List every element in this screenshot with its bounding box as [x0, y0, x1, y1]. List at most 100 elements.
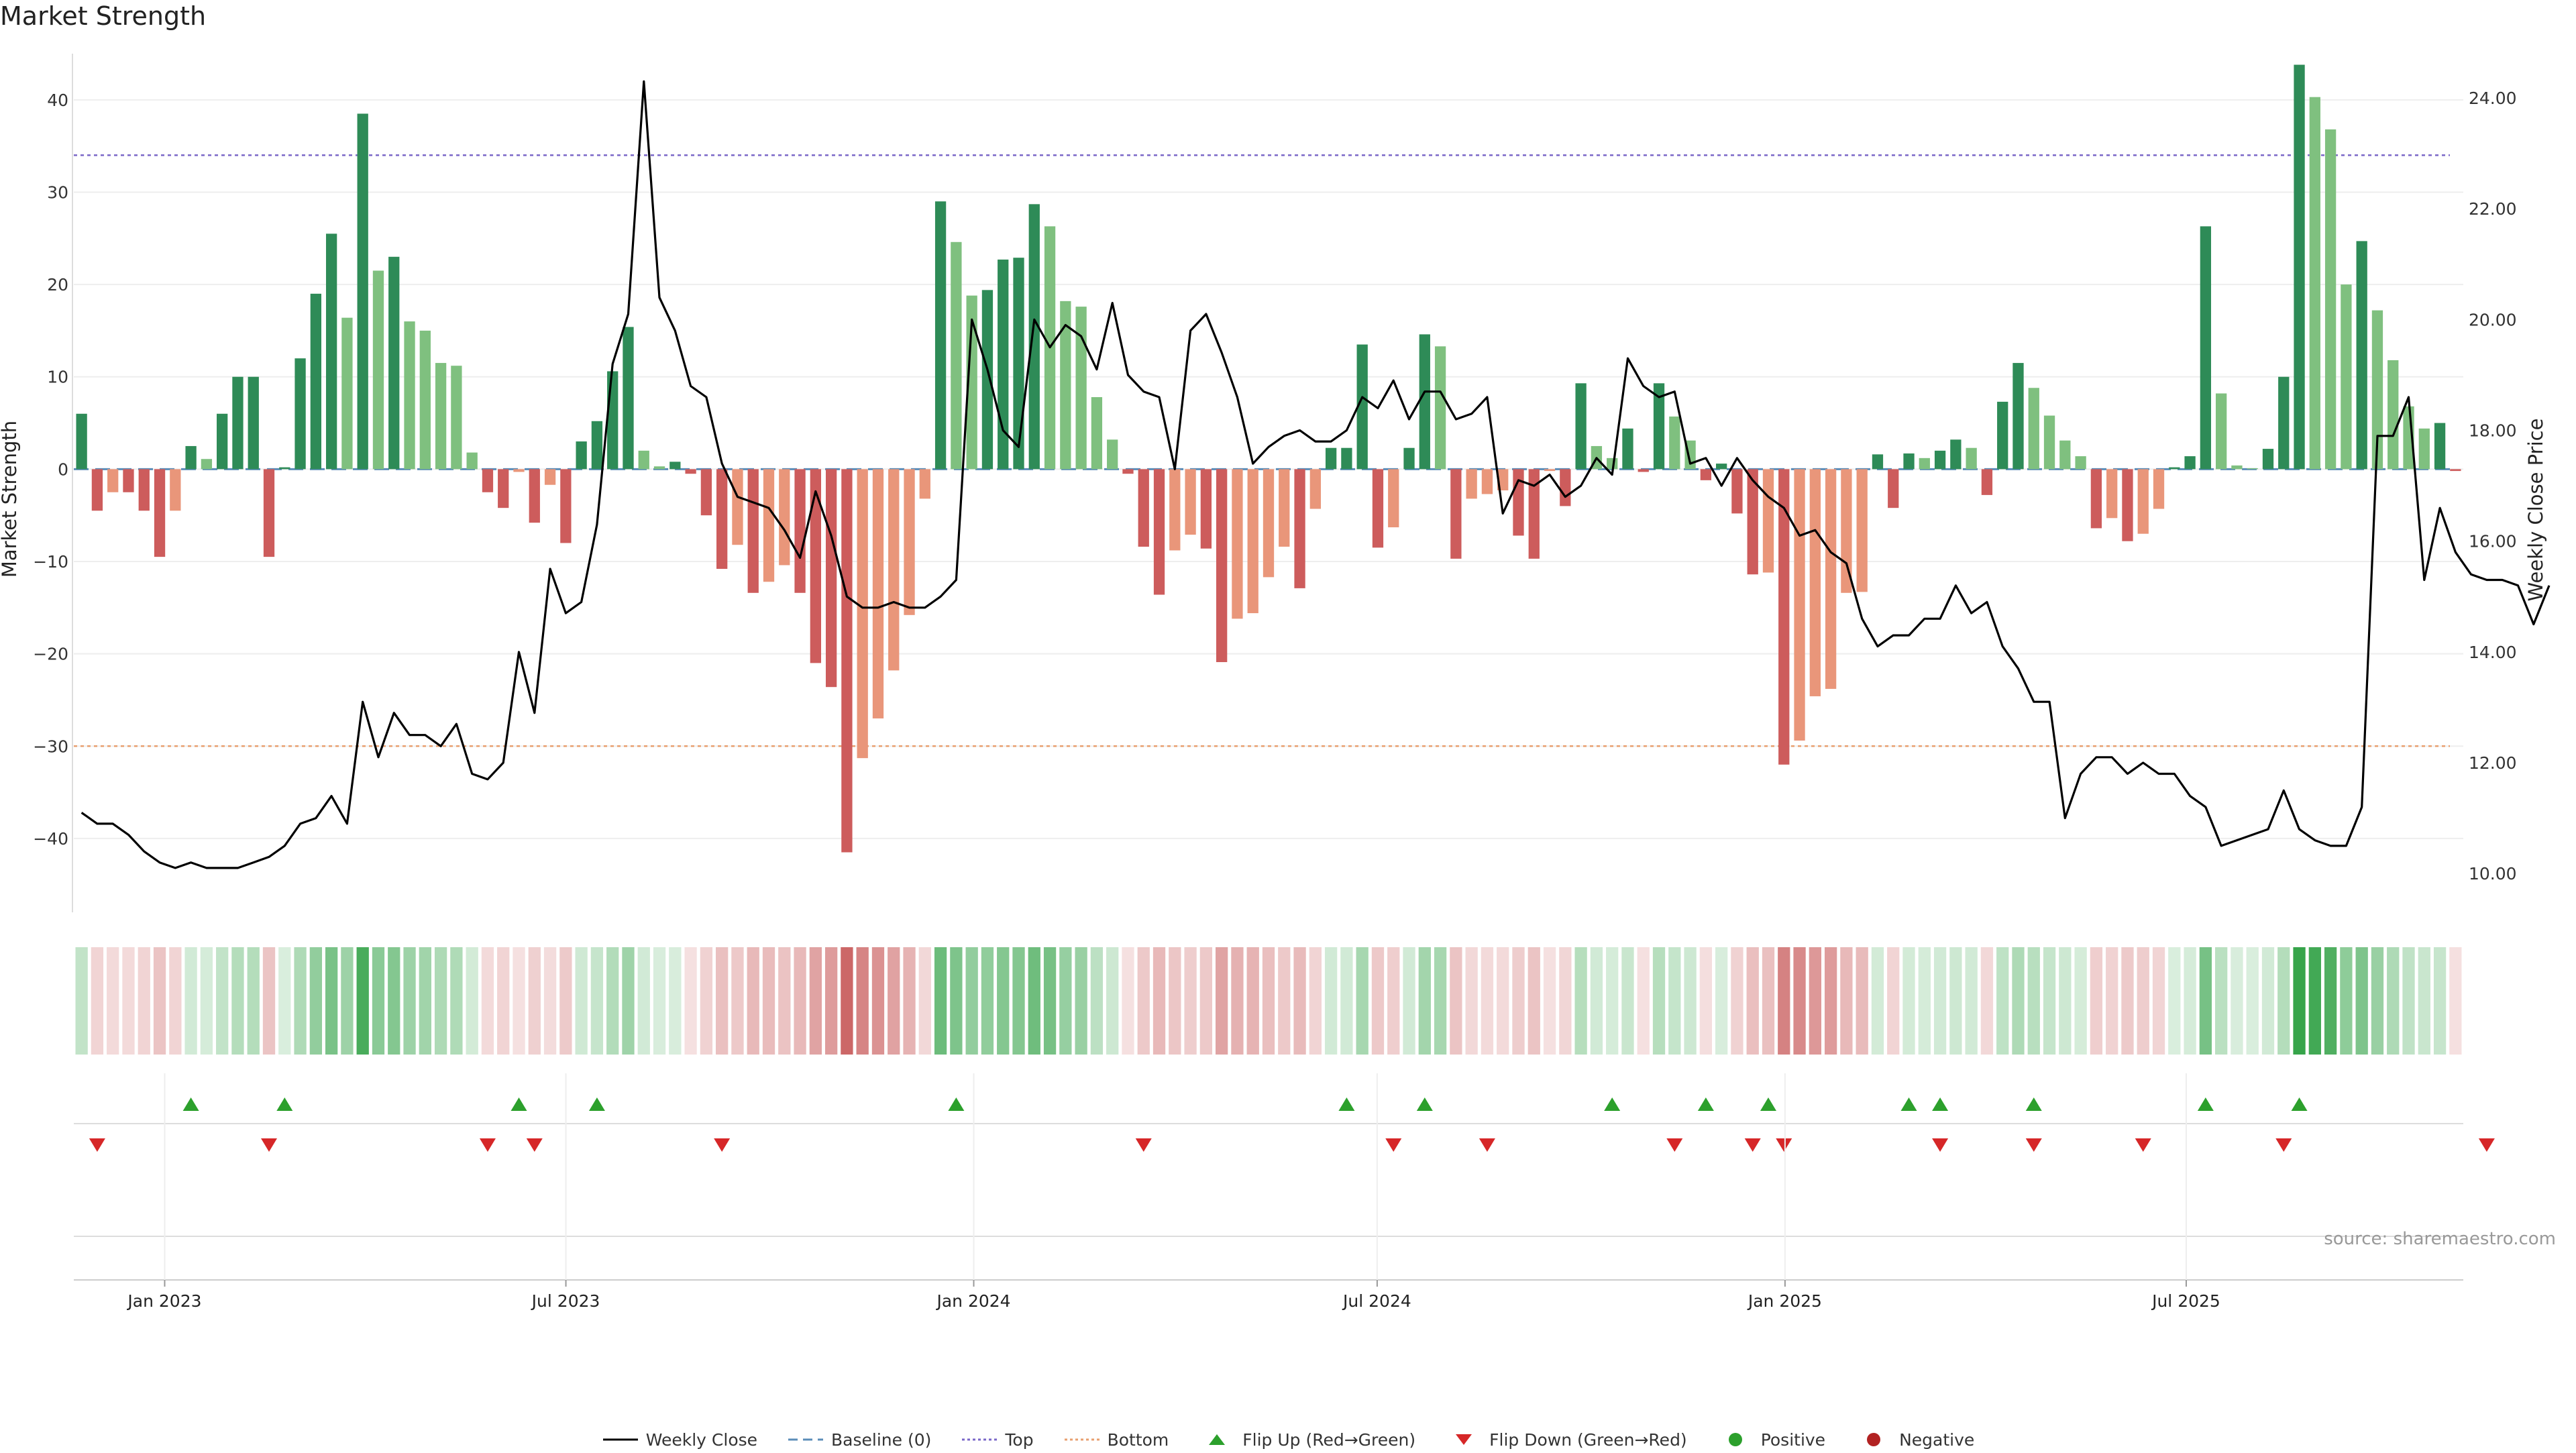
heatmap-cell — [2261, 947, 2275, 1055]
strength-bar — [2075, 456, 2086, 470]
legend-item: Top — [961, 1430, 1034, 1450]
heatmap-cell — [1356, 947, 1368, 1055]
strength-bar — [653, 466, 665, 470]
strength-bar — [607, 371, 619, 470]
strength-bar — [2028, 388, 2039, 470]
strength-bar — [2012, 363, 2024, 470]
heatmap-cell — [1293, 947, 1306, 1055]
y-tick-label: −10 — [33, 552, 68, 572]
strength-bar — [2434, 423, 2446, 470]
strength-bar — [1325, 447, 1337, 470]
strength-bar — [294, 358, 306, 470]
strength-bar — [2106, 469, 2118, 519]
heatmap-cell — [1137, 947, 1150, 1055]
weekly-close-line — [80, 80, 2551, 869]
heatmap-cell — [965, 947, 978, 1055]
heatmap-cell — [1043, 947, 1057, 1055]
heatmap-cell — [1731, 947, 1743, 1055]
heatmap-cell — [1371, 947, 1385, 1055]
flip-down-marker — [1932, 1138, 1949, 1152]
strength-bar — [1716, 464, 1727, 470]
strength-bars — [76, 64, 2461, 853]
y-tick-label: 10 — [47, 368, 68, 387]
strength-bar — [451, 366, 462, 470]
heatmap-cell — [169, 947, 182, 1055]
legend-label: Weekly Close — [645, 1430, 758, 1450]
x-tick-label: Jul 2024 — [1342, 1291, 1411, 1311]
heatmap-cell — [2106, 947, 2118, 1055]
heatmap-cell — [513, 947, 525, 1055]
strength-bar — [1294, 469, 1305, 588]
heatmap-cell — [543, 947, 557, 1055]
heatmap-cell — [2355, 947, 2368, 1055]
strength-bar — [966, 295, 977, 470]
strength-bar — [1888, 469, 1899, 508]
legend-item: Negative — [1855, 1430, 1974, 1450]
flip-down-marker — [1479, 1138, 1495, 1152]
strength-bar — [263, 469, 275, 557]
heatmap-cell — [1527, 947, 1540, 1055]
heatmap-cell — [1824, 947, 1837, 1055]
heatmap-cell — [590, 947, 604, 1055]
flip-down-marker — [2275, 1138, 2292, 1152]
heatmap-cell — [1512, 947, 1525, 1055]
heatmap-cell — [294, 947, 307, 1055]
heatmap-cell — [2168, 947, 2181, 1055]
heatmap-cell — [1199, 947, 1213, 1055]
heatmap-cell — [1450, 947, 1462, 1055]
flip-up-marker — [1338, 1097, 1355, 1111]
heatmap-cell — [2371, 947, 2384, 1055]
y-tick-label: −20 — [33, 645, 68, 664]
strength-bar — [138, 469, 150, 511]
heatmap-cell — [262, 947, 276, 1055]
heatmap-cell — [747, 947, 759, 1055]
heatmap-cell — [762, 947, 775, 1055]
heatmap-cell — [841, 947, 853, 1055]
flip-down-marker — [714, 1138, 731, 1152]
heatmap-cell — [1933, 947, 1947, 1055]
flip-up-marker — [2025, 1097, 2042, 1111]
y-tick-label: 0 — [58, 460, 68, 479]
heatmap-cell — [1699, 947, 1713, 1055]
strength-bar — [544, 469, 556, 485]
strength-bar — [1013, 258, 1024, 470]
flip-down-marker — [1666, 1138, 1683, 1152]
legend-swatch — [962, 1438, 998, 1441]
heatmap-cell — [1715, 947, 1728, 1055]
heatmap-cell — [1949, 947, 1962, 1055]
legend-item: Flip Up (Red→Green) — [1198, 1430, 1415, 1450]
strength-bar — [934, 201, 947, 470]
strength-bar — [1216, 469, 1228, 663]
heatmap-cell — [434, 947, 447, 1055]
heatmap-cell — [372, 947, 385, 1055]
heatmap-cell — [278, 947, 291, 1055]
strength-bar — [1232, 469, 1243, 619]
date-axis: Jan 2023 Jul 2023 Jan 2024 Jul 2024 Jan 2025… — [74, 1073, 2463, 1311]
x-tick-label: Jul 2025 — [2151, 1291, 2220, 1311]
heatmap-cell — [794, 947, 806, 1055]
legend-label: Flip Up (Red→Green) — [1242, 1430, 1416, 1450]
strength-bar — [1403, 447, 1415, 470]
strength-bar — [1153, 469, 1165, 595]
heatmap-cell — [575, 947, 588, 1055]
strength-bar — [2153, 469, 2165, 509]
heatmap-cell — [1637, 947, 1650, 1055]
strength-bar — [466, 452, 478, 470]
flip-down-marker — [1744, 1138, 1761, 1152]
heatmap-cell — [247, 947, 260, 1055]
heatmap-cell — [1106, 947, 1119, 1055]
flip-down-marker — [89, 1138, 105, 1152]
strength-bar — [872, 469, 884, 718]
strength-bar — [888, 469, 900, 671]
strength-bar — [1528, 469, 1540, 559]
strength-bar — [1731, 469, 1743, 514]
strength-bar — [498, 469, 509, 508]
strength-bar — [217, 413, 228, 470]
heatmap-cell — [1169, 947, 1181, 1055]
strength-bar — [2278, 376, 2290, 470]
heatmap-cell — [1262, 947, 1275, 1055]
heatmap-cell — [622, 947, 635, 1055]
strength-bar — [904, 469, 915, 615]
heatmap-cell — [341, 947, 354, 1055]
strength-bar — [1950, 439, 1962, 470]
